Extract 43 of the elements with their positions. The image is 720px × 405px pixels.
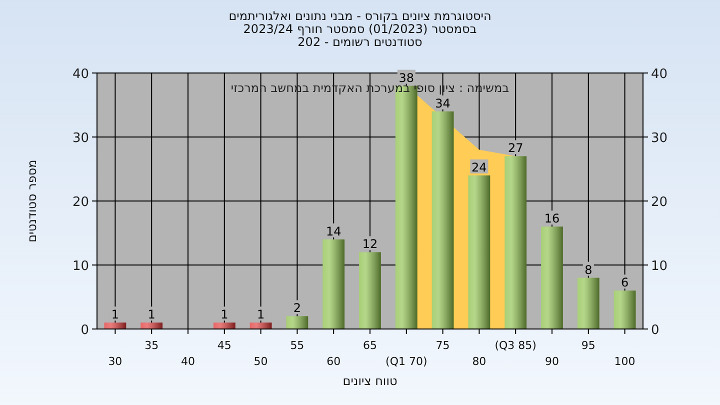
- x-tick-label: 55: [290, 339, 304, 352]
- x-tick-label: 40: [181, 355, 195, 368]
- x-tick-label: (Q3 85): [494, 339, 536, 352]
- x-tick-label: 30: [108, 355, 122, 368]
- x-tick-label: 45: [217, 339, 232, 352]
- x-tick-label: 80: [472, 355, 486, 368]
- y-tick-label: 20: [72, 195, 89, 210]
- data-label: 1: [256, 308, 265, 322]
- data-label: 14: [326, 224, 342, 238]
- y-tick-label: 10: [72, 259, 89, 274]
- x-tick-label: 95: [581, 339, 596, 352]
- y-tick-label: 30: [72, 131, 89, 146]
- x-tick-label: 50: [254, 355, 268, 368]
- data-label: 24: [472, 160, 487, 174]
- chart-title: היסטוגרמת ציונים בקורס - מבני נתונים ואלגוריתמים: [228, 9, 492, 23]
- y-tick-label: 40: [72, 67, 89, 82]
- x-tick-label: (Q1 70): [386, 355, 428, 368]
- x-tick-label: 75: [436, 339, 450, 352]
- data-label: 34: [435, 96, 450, 110]
- data-label: 1: [111, 308, 120, 322]
- data-label: 8: [584, 262, 592, 277]
- data-label: 16: [544, 212, 560, 226]
- x-tick-label: 35: [144, 339, 159, 352]
- y2-tick-label: 30: [651, 131, 668, 146]
- y2-tick-label: 0: [651, 323, 660, 338]
- x-tick-label: 90: [545, 355, 559, 368]
- y2-tick-label: 10: [651, 259, 668, 274]
- y2-tick-label: 20: [651, 195, 668, 210]
- x-axis-title: טווח ציונים: [342, 374, 398, 388]
- data-label: 6: [620, 276, 629, 290]
- data-label: 27: [508, 141, 524, 156]
- data-label: 1: [220, 308, 228, 322]
- data-label: 38: [398, 70, 414, 85]
- data-label: 1: [148, 308, 156, 322]
- x-tick-label: 65: [363, 339, 377, 352]
- x-tick-label: 100: [614, 355, 636, 368]
- x-tick-label: 60: [326, 355, 341, 368]
- y-tick-label: 0: [80, 323, 89, 338]
- y2-tick-label: 40: [651, 67, 668, 82]
- y-axis-title: מספר סטודנטים: [25, 160, 39, 242]
- data-label: 12: [362, 237, 378, 252]
- chart-subtitle: בסמסטר (01/2023) סמסטר חורף 2023/24 סטודנטים רשומים - 202: [243, 22, 477, 49]
- data-label: 2: [293, 301, 302, 316]
